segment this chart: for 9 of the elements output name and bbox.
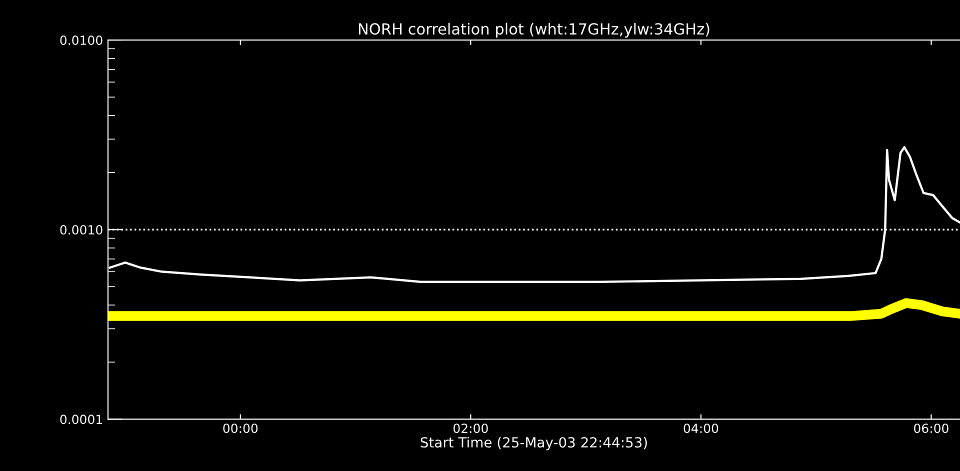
x-tick-label: 06:00 [914, 424, 948, 434]
y-tick-label: 0.0010 [60, 225, 102, 235]
y-tick-label: 0.0100 [60, 36, 102, 45]
x-axis-title: Start Time (25-May-03 22:44:53) [420, 436, 647, 450]
y-tick-label: 0.0001 [60, 414, 102, 424]
x-tick-label: 04:00 [684, 424, 718, 434]
x-tick-label: 00:00 [223, 424, 258, 434]
x-tick-label: 02:00 [453, 424, 488, 434]
chart-title: NORH correlation plot (wht:17GHz,ylw:34GHz) [358, 22, 710, 38]
